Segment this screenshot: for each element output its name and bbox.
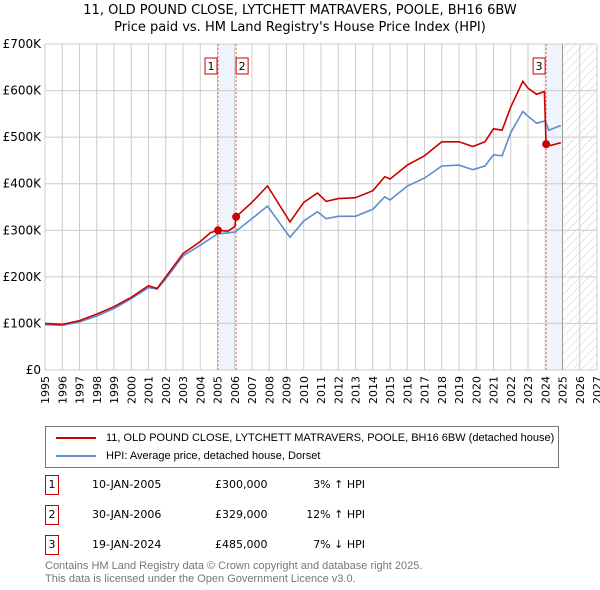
sale-label: 3 (536, 60, 543, 73)
x-tick-label: 2005 (212, 376, 225, 404)
sale-price: £300,000 (215, 478, 268, 491)
x-tick-label: 2014 (367, 376, 380, 404)
x-tick-label: 2006 (229, 376, 242, 404)
sale-price: £329,000 (215, 508, 268, 521)
x-tick-label: 2002 (160, 376, 173, 404)
x-tick-label: 2015 (384, 376, 397, 404)
x-tick-label: 1997 (74, 376, 87, 404)
hpi-line (44, 110, 562, 327)
sale-label-box (532, 57, 546, 75)
x-tick-label: 2021 (488, 376, 501, 404)
property-line (44, 79, 562, 326)
y-tick-label: £200K (3, 270, 43, 284)
sale-label: 2 (239, 60, 246, 73)
sale-band (546, 44, 563, 370)
x-tick-label: 2026 (574, 376, 587, 404)
legend-label: 11, OLD POUND CLOSE, LYTCHETT MATRAVERS,… (106, 432, 555, 444)
sale-date: 10-JAN-2005 (92, 478, 162, 491)
x-tick-label: 1999 (108, 376, 121, 404)
sale-label: 1 (208, 60, 215, 73)
sale-marker-box: 3 (45, 535, 59, 555)
sale-label-box (235, 57, 249, 75)
y-tick-label: £400K (3, 177, 43, 191)
x-tick-label: 2003 (177, 376, 190, 404)
x-tick-label: 2010 (298, 376, 311, 404)
footer-line: Contains HM Land Registry data © Crown c… (45, 560, 423, 572)
x-tick-label: 2022 (505, 376, 518, 404)
sale-marker-box: 1 (45, 475, 59, 495)
sale-point (232, 212, 241, 221)
x-tick-label: 2027 (591, 376, 600, 404)
y-tick-label: £300K (3, 223, 43, 237)
x-tick-label: 1996 (56, 376, 69, 404)
x-tick-label: 2001 (143, 376, 156, 404)
sale-hpi: 7% ↓ HPI (313, 538, 365, 551)
x-tick-label: 2007 (246, 376, 259, 404)
x-tick-label: 2020 (470, 376, 483, 404)
sale-date: 30-JAN-2006 (92, 508, 162, 521)
y-tick-label: £700K (3, 37, 43, 51)
sale-marker-box: 2 (45, 505, 59, 525)
footer-line: This data is licensed under the Open Gov… (45, 573, 356, 585)
sale-price: £485,000 (215, 538, 268, 551)
x-tick-label: 2008 (263, 376, 276, 404)
x-tick-label: 2018 (436, 376, 449, 404)
x-tick-label: 2012 (332, 376, 345, 404)
sale-point (214, 226, 223, 235)
y-tick-label: £600K (3, 84, 43, 98)
x-tick-label: 2009 (281, 376, 294, 404)
x-tick-label: 2011 (315, 376, 328, 404)
sale-hpi: 12% ↑ HPI (306, 508, 365, 521)
plot-area: 1995 1996 1997 1998 1999 2000 2001 2002 2003 2004… (3, 37, 600, 404)
y-tick-label: £500K (3, 130, 43, 144)
x-tick-label: 2013 (350, 376, 363, 404)
x-tick-label: 2019 (453, 376, 466, 404)
x-tick-label: 1998 (91, 376, 104, 404)
legend-item-property: 11, OLD POUND CLOSE, LYTCHETT MATRAVERS,… (56, 431, 554, 445)
x-tick-label: 2023 (522, 376, 535, 404)
sale-hpi: 3% ↑ HPI (313, 478, 365, 491)
legend-item-hpi: HPI: Average price, detached house, Dors… (56, 449, 320, 463)
x-tick-label: 2004 (194, 376, 207, 404)
x-tick-label: 2024 (539, 376, 552, 404)
x-tick-label: 2025 (557, 376, 570, 404)
legend-label: HPI: Average price, detached house, Dors… (106, 450, 321, 462)
chart-title: 11, OLD POUND CLOSE, LYTCHETT MATRAVERS,… (83, 3, 517, 18)
x-tick-label: 2017 (419, 376, 432, 404)
x-tick-label: 2016 (401, 376, 414, 404)
footer: Contains HM Land Registry data © Crown c… (45, 560, 422, 586)
x-tick-label: 2000 (125, 376, 138, 404)
legend: 11, OLD POUND CLOSE, LYTCHETT MATRAVERS,… (45, 426, 559, 468)
sale-label-box (204, 57, 218, 75)
y-tick-label: £100K (3, 316, 43, 330)
y-tick-label: £0 (26, 363, 41, 377)
sale-band (218, 44, 237, 370)
x-tick-label: 1995 (39, 376, 52, 404)
sale-date: 19-JAN-2024 (92, 538, 162, 551)
sale-point (542, 140, 551, 149)
chart-subtitle: Price paid vs. HM Land Registry's House … (114, 20, 486, 35)
